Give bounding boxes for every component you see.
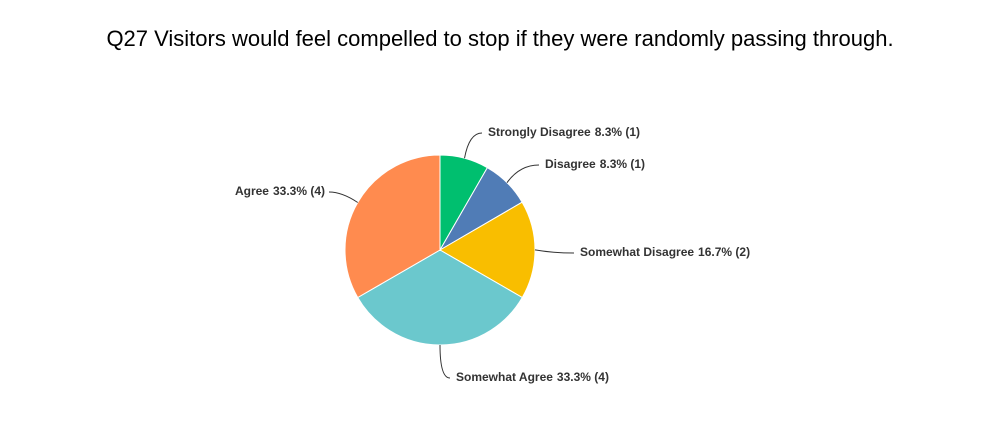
slice-category: Somewhat Disagree [580,245,694,259]
slice-category: Agree [235,184,269,198]
slice-category: Disagree [545,157,596,171]
slice-category: Somewhat Agree [456,370,553,384]
slice-label: Disagree 8.3% (1) [545,157,645,171]
leader-line [534,249,575,254]
slice-label: Somewhat Agree 33.3% (4) [456,370,609,384]
slice-value-label: 8.3% (1) [595,125,640,139]
slice-label: Strongly Disagree 8.3% (1) [488,125,640,139]
pie-slice [344,154,441,299]
chart-title: Q27 Visitors would feel compelled to sto… [106,26,893,51]
leader-line [506,164,540,183]
slice-value-label: 8.3% (1) [600,157,645,171]
slice-label: Agree 33.3% (4) [235,184,325,198]
leader-line [464,132,483,159]
slice-label: Somewhat Disagree 16.7% (2) [580,245,750,259]
pie-slice [357,249,523,346]
slice-value-label: 33.3% (4) [273,184,325,198]
slice-value-label: 16.7% (2) [698,245,750,259]
slice-value-label: 33.3% (4) [557,370,609,384]
slice-category: Strongly Disagree [488,125,591,139]
leader-line [328,191,359,203]
pie-slice [439,201,536,299]
leader-line [439,344,451,379]
